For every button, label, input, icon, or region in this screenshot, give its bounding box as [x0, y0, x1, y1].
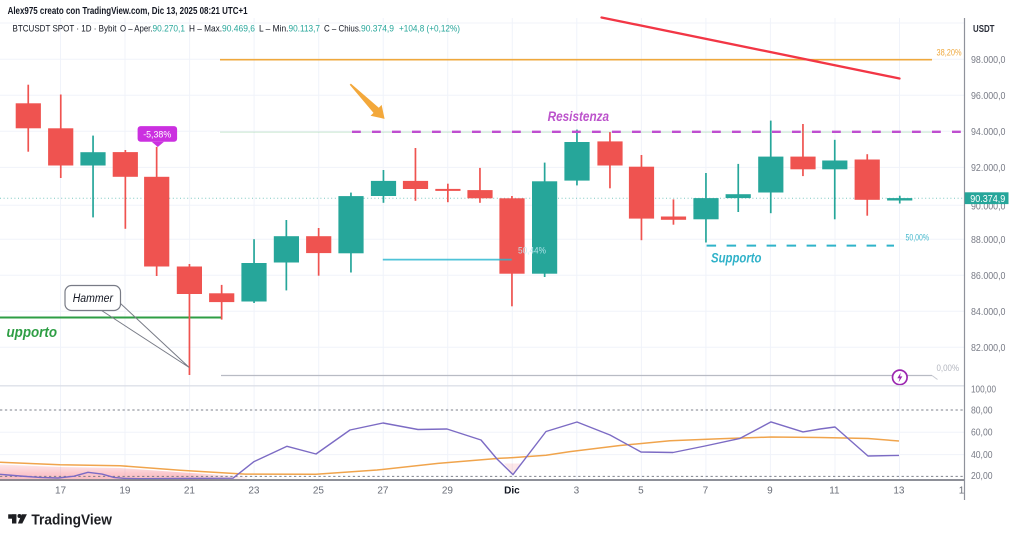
svg-text:H – Max.: H – Max.: [189, 24, 222, 34]
svg-text:USDT: USDT: [973, 24, 995, 35]
svg-text:90.270,1: 90.270,1: [153, 24, 186, 34]
svg-text:98.000,0: 98.000,0: [971, 55, 1006, 66]
svg-text:Dic: Dic: [504, 486, 520, 497]
svg-text:C – Chius.: C – Chius.: [324, 24, 361, 34]
svg-text:O – Aper.: O – Aper.: [120, 24, 153, 34]
svg-text:50,44%: 50,44%: [518, 246, 546, 257]
svg-text:60,00: 60,00: [971, 427, 993, 438]
svg-text:20,00: 20,00: [971, 471, 993, 482]
svg-text:7: 7: [703, 486, 709, 497]
svg-text:96.000,0: 96.000,0: [971, 91, 1006, 102]
svg-text:90.469,6: 90.469,6: [222, 24, 255, 34]
svg-text:TradingView: TradingView: [31, 513, 112, 529]
svg-text:82.000,0: 82.000,0: [971, 343, 1006, 354]
svg-text:94.000,0: 94.000,0: [971, 127, 1006, 138]
svg-text:1: 1: [959, 486, 965, 497]
svg-text:100,00: 100,00: [971, 384, 996, 395]
svg-text:80,00: 80,00: [971, 406, 993, 417]
svg-text:90.374,9: 90.374,9: [970, 194, 1005, 205]
svg-text:29: 29: [442, 486, 454, 497]
svg-text:84.000,0: 84.000,0: [971, 307, 1006, 318]
svg-text:Hammer: Hammer: [73, 293, 114, 305]
svg-text:50,00%: 50,00%: [906, 233, 930, 244]
svg-text:13: 13: [893, 486, 905, 497]
svg-text:90.113,7: 90.113,7: [289, 24, 321, 34]
svg-text:90.000,0: 90.000,0: [971, 201, 1006, 212]
svg-text:90.374,9: 90.374,9: [361, 24, 394, 34]
svg-text:40,00: 40,00: [971, 450, 993, 461]
svg-text:Supporto: Supporto: [711, 251, 762, 266]
svg-text:86.000,0: 86.000,0: [971, 271, 1006, 282]
svg-text:23: 23: [248, 486, 260, 497]
svg-text:L – Min.: L – Min.: [259, 24, 289, 34]
svg-text:-5,38%: -5,38%: [143, 129, 171, 139]
svg-text:17: 17: [55, 486, 67, 497]
svg-text:+104,8 (+0,12%): +104,8 (+0,12%): [399, 24, 460, 34]
svg-text:upporto: upporto: [7, 324, 58, 341]
svg-text:92.000,0: 92.000,0: [971, 163, 1006, 174]
svg-text:25: 25: [313, 486, 325, 497]
svg-text:3: 3: [574, 486, 580, 497]
svg-text:5: 5: [638, 486, 644, 497]
svg-text:0,00%: 0,00%: [937, 363, 960, 374]
svg-text:Alex975 creato con TradingView: Alex975 creato con TradingView.com, Dic …: [8, 6, 248, 17]
svg-text:21: 21: [184, 486, 196, 497]
svg-text:27: 27: [377, 486, 389, 497]
svg-text:9: 9: [767, 486, 773, 497]
svg-text:BTCUSDT SPOT · 1D · Bybit: BTCUSDT SPOT · 1D · Bybit: [13, 24, 117, 34]
svg-text:11: 11: [829, 486, 840, 497]
svg-text:Resistenza: Resistenza: [548, 109, 610, 124]
svg-text:19: 19: [119, 486, 131, 497]
svg-text:88.000,0: 88.000,0: [971, 235, 1006, 246]
svg-text:38,20%: 38,20%: [937, 48, 962, 59]
